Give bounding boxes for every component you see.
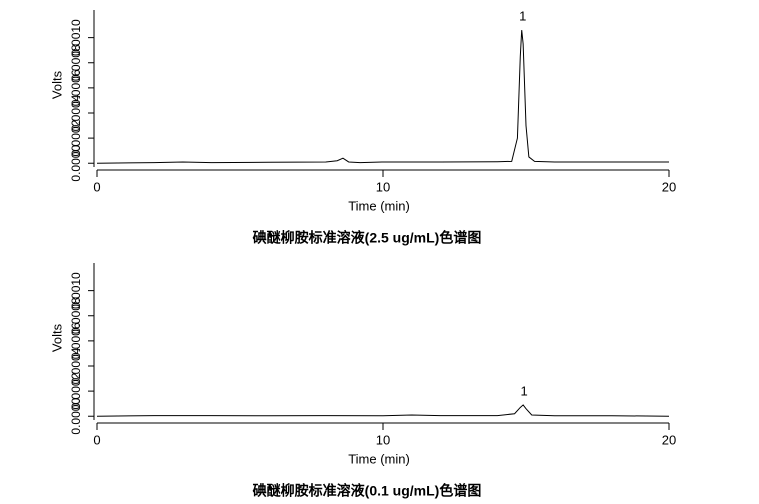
peak-label: 1 — [519, 9, 526, 24]
y-tick-label: 0.0008 — [69, 44, 83, 81]
y-tick-label: 0.0006 — [69, 322, 83, 359]
y-tick-label: 0.0010 — [69, 272, 83, 309]
chart-title: 碘醚柳胺标准溶液(0.1 ug/mL)色谱图 — [252, 483, 482, 499]
y-tick-label: 0.0010 — [69, 19, 83, 56]
y-tick-label: 0.0004 — [69, 347, 83, 384]
y-tick-label: 0.0002 — [69, 372, 83, 409]
y-tick-label: 0.0000 — [69, 398, 83, 435]
signal-line — [96, 30, 669, 164]
chart-title: 碘醚柳胺标准溶液(2.5 ug/mL)色谱图 — [252, 230, 482, 246]
y-axis-label: Volts — [49, 323, 64, 352]
peak-label: 1 — [521, 383, 528, 398]
x-axis-label: Time (min) — [348, 451, 410, 466]
y-tick-label: 0.0006 — [69, 69, 83, 106]
x-tick-label: 20 — [662, 179, 676, 194]
y-tick-label: 0.0004 — [69, 94, 83, 131]
signal-line — [96, 404, 670, 417]
x-tick-label: 10 — [376, 432, 390, 447]
y-tick-label: 0.0002 — [69, 119, 83, 156]
x-axis-label: Time (min) — [348, 198, 410, 213]
x-tick-label: 10 — [376, 179, 390, 194]
y-axis-label: Volts — [49, 70, 64, 99]
x-tick-label: 20 — [662, 432, 676, 447]
x-tick-label: 0 — [93, 432, 100, 447]
y-tick-label: 0.0008 — [69, 297, 83, 334]
x-tick-label: 0 — [93, 179, 100, 194]
y-tick-label: 0.0000 — [69, 145, 83, 182]
